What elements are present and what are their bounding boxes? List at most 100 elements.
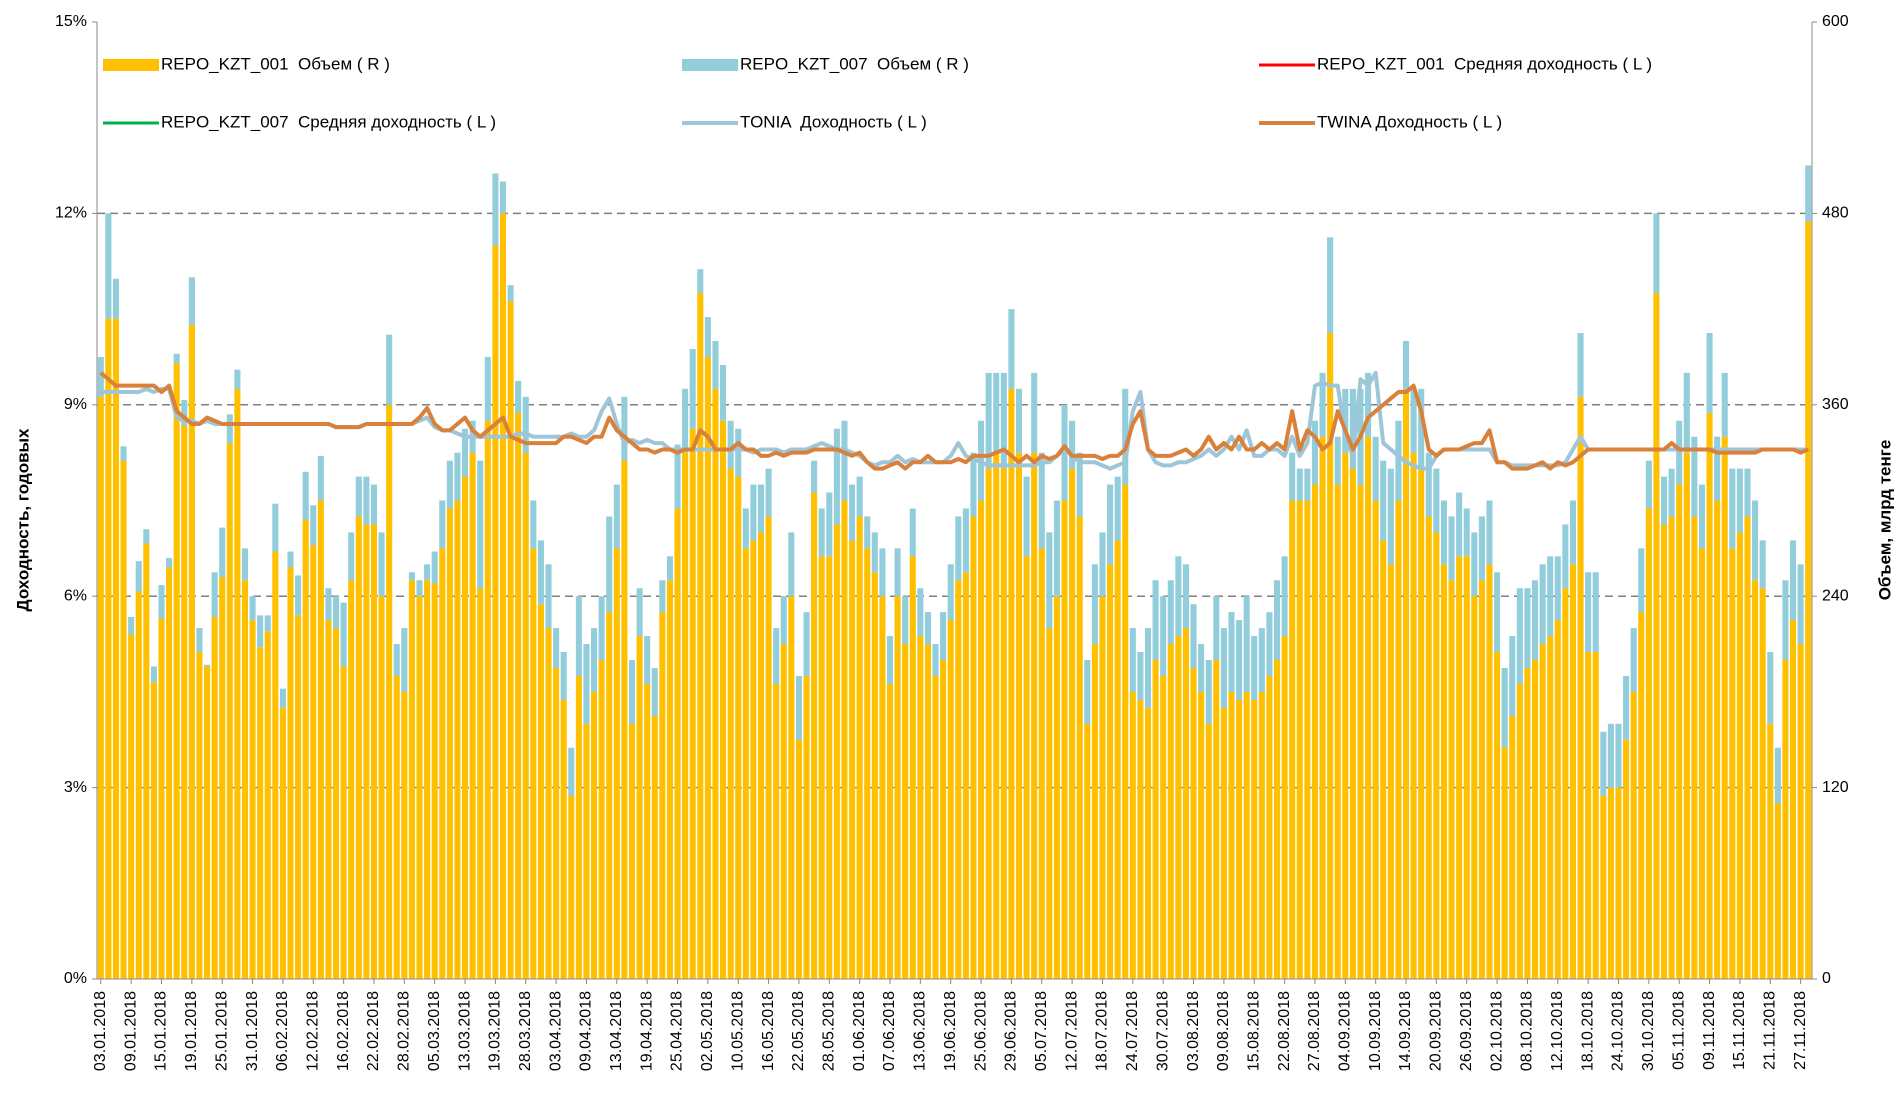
bar	[583, 723, 590, 979]
bar	[917, 636, 924, 979]
x-tick-label: 19.03.2018	[487, 991, 504, 1071]
bar	[742, 508, 749, 549]
bar	[1182, 564, 1189, 629]
bar	[1175, 636, 1182, 979]
bar	[1524, 667, 1531, 979]
bar	[181, 400, 188, 426]
bar	[1463, 508, 1470, 557]
bar	[439, 500, 446, 549]
bar	[484, 420, 491, 979]
bar	[135, 561, 142, 592]
bar	[188, 277, 195, 326]
bar	[393, 675, 400, 979]
bar	[1053, 596, 1060, 979]
bar	[386, 404, 393, 979]
bar	[1448, 516, 1455, 581]
bar	[112, 318, 120, 979]
bar	[507, 285, 514, 302]
legend-swatch	[103, 59, 159, 71]
bar	[955, 580, 962, 979]
x-tick-label: 22.08.2018	[1276, 991, 1293, 1071]
bar	[674, 444, 681, 509]
bar	[849, 540, 856, 979]
bar	[1190, 604, 1197, 668]
bar	[803, 612, 810, 676]
bar	[537, 604, 544, 979]
bar	[166, 557, 173, 568]
x-tick-label: 05.03.2018	[426, 991, 443, 1071]
x-tick-label: 28.02.2018	[396, 991, 413, 1071]
bar	[219, 577, 226, 979]
x-tick-label: 06.02.2018	[274, 991, 291, 1071]
bar	[1569, 500, 1576, 565]
x-tick-label: 26.09.2018	[1458, 991, 1475, 1071]
legend-label: REPO_KZT_007 Средняя доходность ( L )	[161, 112, 496, 131]
x-tick-label: 05.07.2018	[1033, 991, 1050, 1071]
x-tick-label: 12.02.2018	[304, 991, 321, 1071]
bar	[363, 524, 370, 979]
bar	[462, 428, 469, 477]
bar	[621, 460, 628, 979]
bar	[492, 173, 499, 246]
bar	[1182, 628, 1189, 979]
bar	[993, 372, 1000, 453]
bar	[1167, 580, 1174, 645]
x-tick-label: 08.10.2018	[1519, 991, 1536, 1071]
bar	[1752, 580, 1759, 979]
bar	[257, 647, 264, 979]
bar	[682, 452, 689, 979]
bar	[902, 644, 909, 979]
bar	[1084, 723, 1091, 979]
y-tick-label: 15%	[55, 13, 87, 30]
bar	[1698, 484, 1706, 549]
bar	[757, 484, 765, 533]
x-tick-label: 18.10.2018	[1579, 991, 1596, 1071]
bar	[575, 596, 582, 676]
y2-axis-title: Объем, млрд тенге	[1875, 440, 1894, 601]
bar	[325, 588, 332, 621]
bar	[598, 660, 605, 979]
x-tick-label: 12.07.2018	[1063, 991, 1080, 1071]
bar	[355, 476, 362, 517]
y2-tick-label: 240	[1822, 587, 1849, 604]
bar	[826, 492, 833, 557]
x-tick-label: 29.06.2018	[1003, 991, 1020, 1071]
bar	[393, 644, 400, 676]
legend-label: REPO_KZT_001 Средняя доходность ( L )	[1317, 54, 1652, 73]
bar	[378, 596, 385, 979]
bar	[1243, 691, 1250, 979]
bar	[295, 575, 302, 616]
bar	[1410, 388, 1417, 453]
bar	[1122, 484, 1129, 979]
bar	[1061, 500, 1068, 979]
bar	[431, 551, 438, 584]
bar	[1205, 660, 1212, 724]
bar	[408, 580, 415, 979]
bar	[735, 476, 742, 979]
bar	[499, 181, 507, 214]
bar	[636, 588, 643, 637]
bar	[1144, 628, 1152, 708]
bar	[720, 420, 727, 979]
bar	[1721, 372, 1728, 437]
bar	[416, 580, 423, 597]
bar	[879, 596, 886, 979]
bar	[1251, 636, 1258, 700]
bar	[310, 545, 317, 979]
bar	[1486, 500, 1493, 565]
x-tick-label: 09.01.2018	[122, 991, 139, 1071]
bar	[416, 596, 423, 979]
bar	[613, 484, 620, 549]
bar	[1129, 628, 1136, 692]
bar	[644, 636, 651, 684]
bar	[1258, 691, 1265, 979]
bar	[1797, 564, 1804, 645]
bar	[1076, 452, 1083, 517]
bar	[1304, 500, 1311, 979]
bar	[1554, 556, 1561, 621]
bar	[1714, 436, 1721, 501]
bar	[1440, 564, 1447, 979]
bar	[477, 460, 484, 589]
bar	[1387, 564, 1394, 979]
bar	[378, 532, 385, 597]
